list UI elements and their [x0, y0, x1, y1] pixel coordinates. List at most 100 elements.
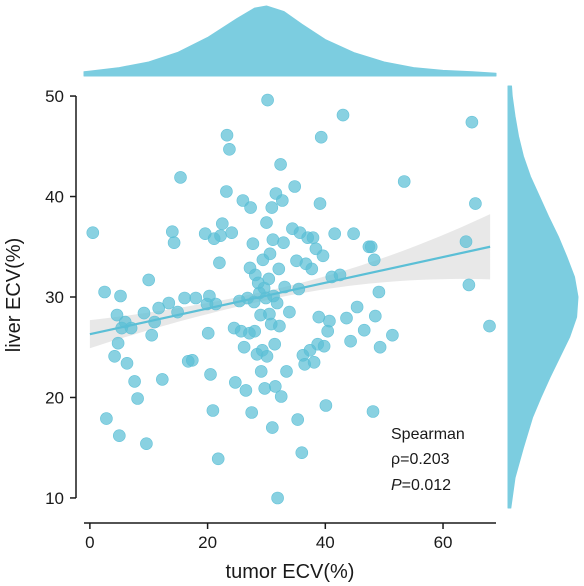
data-point	[211, 452, 225, 466]
data-point	[350, 300, 364, 314]
data-point	[111, 336, 125, 350]
marginal-y-density	[507, 85, 579, 509]
data-point	[469, 197, 482, 210]
data-point	[268, 337, 282, 351]
data-point	[367, 253, 381, 267]
confidence-band-layer	[89, 214, 491, 349]
data-point	[152, 301, 165, 315]
data-point	[225, 226, 238, 239]
data-point	[113, 429, 126, 443]
data-point	[283, 305, 296, 319]
data-point	[174, 171, 187, 184]
data-point	[288, 180, 302, 193]
data-point	[108, 349, 121, 363]
data-point	[245, 406, 258, 419]
data-point	[216, 217, 229, 230]
data-point	[156, 373, 169, 386]
data-point	[229, 376, 242, 389]
data-point	[295, 446, 309, 460]
data-point	[98, 285, 111, 299]
annotation-p-symbol: P	[391, 477, 402, 494]
data-point	[340, 311, 353, 325]
data-point	[268, 380, 282, 393]
data-point	[459, 235, 473, 248]
x-tick-label: 20	[198, 533, 217, 552]
data-point	[312, 310, 326, 324]
data-point	[277, 236, 290, 249]
data-point	[368, 309, 382, 323]
x-tick-label: 0	[85, 533, 94, 552]
marginal-x-area	[83, 5, 497, 77]
data-point	[137, 306, 151, 320]
annotation-method: Spearman	[391, 426, 465, 443]
data-point	[239, 384, 253, 397]
data-point	[280, 365, 293, 378]
data-point	[110, 308, 124, 322]
data-point	[274, 390, 288, 403]
x-tick-label: 40	[316, 533, 335, 552]
data-point	[248, 324, 261, 338]
data-point	[386, 328, 399, 342]
data-point	[317, 339, 331, 353]
data-point	[186, 353, 199, 367]
data-point	[148, 315, 161, 329]
data-point	[246, 237, 260, 250]
data-point	[366, 405, 380, 418]
data-point	[162, 296, 176, 310]
y-tick-label: 10	[45, 489, 64, 508]
data-point	[313, 197, 327, 210]
data-point	[237, 340, 251, 354]
data-point	[273, 319, 286, 333]
stats-annotation: Spearman ρ=0.203 P=0.012	[391, 426, 465, 494]
data-point	[314, 130, 328, 144]
data-point	[201, 326, 215, 340]
data-point	[357, 323, 371, 337]
data-point	[220, 128, 234, 142]
data-point	[213, 256, 226, 270]
data-point	[223, 143, 236, 156]
y-ticks: 10 20 30 40 50	[45, 87, 76, 508]
data-point	[86, 226, 100, 239]
data-point	[336, 108, 350, 122]
y-axis-title: liver ECV(%)	[3, 238, 25, 352]
data-point	[189, 291, 203, 305]
data-point	[254, 365, 268, 378]
annotation-rho: ρ=0.203	[391, 451, 450, 468]
data-point	[114, 289, 127, 303]
data-point	[120, 356, 134, 370]
y-tick-label: 30	[45, 288, 64, 307]
data-point	[265, 421, 279, 434]
fit-line-layer	[89, 245, 491, 336]
data-point	[131, 392, 144, 405]
data-point	[220, 185, 233, 198]
data-point	[260, 216, 273, 229]
marginal-x-density	[83, 5, 497, 77]
data-point	[397, 175, 411, 188]
data-point	[166, 225, 179, 238]
data-point	[265, 201, 279, 214]
data-point	[167, 236, 181, 249]
y-tick-label: 20	[45, 388, 64, 407]
x-ticks: 0 20 40 60	[85, 523, 452, 552]
data-point	[274, 158, 287, 171]
data-point	[262, 272, 276, 286]
data-point	[128, 375, 141, 388]
data-point	[258, 382, 272, 395]
y-tick-label: 50	[45, 87, 64, 106]
annotation-p: P=0.012	[391, 477, 451, 494]
data-point	[263, 247, 277, 261]
data-point	[140, 437, 153, 451]
marginal-y-area	[507, 85, 579, 509]
data-point	[462, 278, 476, 292]
data-point	[305, 262, 319, 276]
data-point	[316, 249, 330, 263]
data-point	[270, 296, 284, 310]
data-point	[483, 319, 496, 333]
data-point	[364, 240, 378, 254]
data-point	[206, 404, 220, 417]
data-point	[328, 227, 342, 240]
data-point	[373, 340, 387, 354]
data-point	[319, 399, 333, 412]
y-tick-label: 40	[45, 188, 64, 207]
data-point	[261, 93, 274, 107]
